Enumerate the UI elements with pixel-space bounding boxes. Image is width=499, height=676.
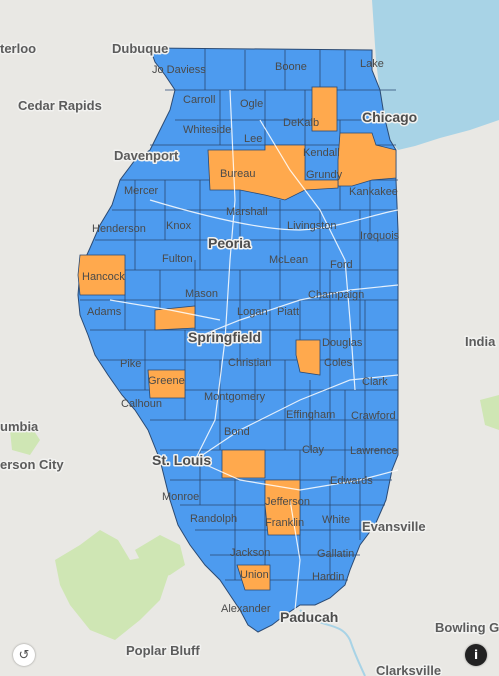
county-label: Henderson <box>92 223 146 235</box>
county-label: Whiteside <box>183 124 231 136</box>
county-highlight <box>207 144 339 201</box>
roads <box>109 89 399 611</box>
county-label: White <box>322 514 350 526</box>
city-label: India <box>465 334 496 349</box>
county-label: Christian <box>228 357 271 369</box>
city-label: Springfield <box>188 329 261 345</box>
county-label: Coles <box>324 357 353 369</box>
city-label: Davenport <box>114 148 179 163</box>
county-label: Hardin <box>312 571 344 583</box>
highlighted-counties <box>77 86 397 591</box>
city-label: Evansville <box>362 519 426 534</box>
county-label: Carroll <box>183 94 215 106</box>
county-label: Montgomery <box>204 391 266 403</box>
park-area <box>55 530 170 640</box>
city-label: Peoria <box>208 235 251 251</box>
city-label: Clarksville <box>376 663 441 676</box>
county-label: Mercer <box>124 185 159 197</box>
county-label: Fulton <box>162 253 193 265</box>
county-highlight <box>311 86 338 132</box>
county-label: Crawford <box>351 410 396 422</box>
county-label: Effingham <box>286 409 335 421</box>
county-label: Clark <box>362 376 388 388</box>
county-label: Piatt <box>277 306 299 318</box>
county-label: Gallatin <box>317 548 354 560</box>
county-label: Jo Daviess <box>152 64 206 76</box>
county-label: Jefferson <box>265 496 310 508</box>
info-icon[interactable]: i <box>465 644 487 666</box>
city-label: Chicago <box>362 109 417 125</box>
county-label: Lake <box>360 58 384 70</box>
county-label: Boone <box>275 61 307 73</box>
county-label: Kankakee <box>349 186 398 198</box>
county-highlight <box>154 305 196 331</box>
county-label: Bond <box>224 426 250 438</box>
county-label: Ogle <box>240 98 263 110</box>
county-label: Hancock <box>82 271 125 283</box>
city-label: Poplar Bluff <box>126 643 200 658</box>
refresh-icon[interactable]: ↺ <box>13 644 35 666</box>
county-label: Franklin <box>265 517 304 529</box>
county-label: Marshall <box>226 206 268 218</box>
county-label: Randolph <box>190 513 237 525</box>
park-area <box>135 535 185 580</box>
county-label: Lee <box>244 133 262 145</box>
county-label: McLean <box>269 254 308 266</box>
county-label: Grundy <box>306 169 343 181</box>
county-highlight <box>147 369 186 399</box>
county-label: Douglas <box>322 337 363 349</box>
county-label: Bureau <box>220 168 255 180</box>
city-label: terloo <box>0 41 36 56</box>
county-label: Iroquois <box>360 230 400 242</box>
county-label: Champaign <box>308 289 364 301</box>
county-label: Lawrence <box>350 445 398 457</box>
county-label: Alexander <box>221 603 271 615</box>
city-label: Paducah <box>280 609 338 625</box>
city-label: erson City <box>0 457 64 472</box>
county-highlight <box>337 132 397 187</box>
county-label: Pike <box>120 358 141 370</box>
county-label: Clay <box>302 444 325 456</box>
county-label: Greene <box>148 375 185 387</box>
city-label: St. Louis <box>152 452 211 468</box>
county-label: Jackson <box>230 547 270 559</box>
county-label: Calhoun <box>121 398 162 410</box>
county-label: Kendall <box>303 147 340 159</box>
county-label: Mason <box>185 288 218 300</box>
county-highlight <box>236 564 271 591</box>
park-area <box>10 425 40 455</box>
city-label: Bowling G <box>435 620 499 635</box>
county-highlight <box>264 479 301 536</box>
city-label: umbia <box>0 419 39 434</box>
county-label: Knox <box>166 220 192 232</box>
lake-michigan <box>372 0 499 150</box>
county-label: Union <box>240 569 269 581</box>
county-highlight <box>77 254 126 296</box>
county-label: Monroe <box>162 491 199 503</box>
river <box>299 609 366 676</box>
county-highlight <box>221 449 266 479</box>
city-label: Cedar Rapids <box>18 98 102 113</box>
county-label: Adams <box>87 306 122 318</box>
county-label: Ford <box>330 259 353 271</box>
county-label: Livingston <box>287 220 337 232</box>
park-area <box>480 395 499 430</box>
county-label: DeKalb <box>283 117 319 129</box>
county-highlight <box>295 339 321 376</box>
city-label: Dubuque <box>112 41 168 56</box>
county-label: Edwards <box>330 475 373 487</box>
county-label: Logan <box>237 306 268 318</box>
